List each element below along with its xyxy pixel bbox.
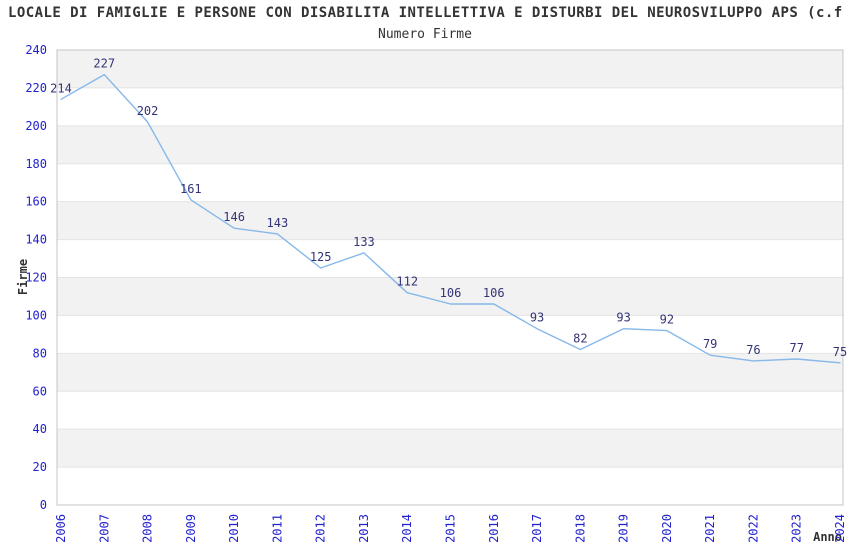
data-point-label: 93 bbox=[530, 311, 544, 325]
y-tick-label: 0 bbox=[40, 498, 47, 512]
y-tick-label: 200 bbox=[25, 119, 47, 133]
x-tick-label: 2022 bbox=[746, 514, 760, 543]
x-tick-label: 2007 bbox=[97, 514, 111, 543]
plot-band bbox=[57, 125, 843, 164]
data-line bbox=[60, 73, 841, 364]
data-point-label: 214 bbox=[50, 81, 72, 95]
x-tick-label: 2009 bbox=[184, 514, 198, 543]
plot-band bbox=[57, 429, 843, 468]
data-point-label: 82 bbox=[573, 332, 587, 346]
data-point-label: 146 bbox=[223, 210, 245, 224]
y-tick-label: 80 bbox=[33, 346, 47, 360]
data-point-label: 202 bbox=[137, 104, 159, 118]
plot-band bbox=[57, 277, 843, 316]
x-tick-label: 2016 bbox=[487, 514, 501, 543]
y-tick-label: 220 bbox=[25, 81, 47, 95]
data-point-label: 125 bbox=[310, 250, 332, 264]
plot-border bbox=[56, 49, 844, 506]
data-point-label: 133 bbox=[353, 235, 375, 249]
chart-title: LOCALE DI FAMIGLIE E PERSONE CON DISABIL… bbox=[8, 5, 843, 21]
data-point-label: 161 bbox=[180, 182, 202, 196]
x-tick-label: 2020 bbox=[660, 514, 674, 543]
y-tick-label: 120 bbox=[25, 271, 47, 285]
x-tick-label: 2015 bbox=[444, 514, 458, 543]
data-point-label: 93 bbox=[616, 311, 630, 325]
x-tick-label: 2011 bbox=[270, 514, 284, 543]
data-point-label: 77 bbox=[789, 341, 803, 355]
plot-band bbox=[57, 201, 843, 240]
plot-band bbox=[57, 50, 843, 88]
x-tick-label: 2023 bbox=[790, 514, 804, 543]
x-tick-label: 2024 bbox=[833, 514, 847, 543]
data-point-label: 106 bbox=[440, 286, 462, 300]
x-axis-title: Anno bbox=[813, 530, 842, 544]
x-tick-label: 2014 bbox=[400, 514, 414, 543]
x-tick-label: 2017 bbox=[530, 514, 544, 543]
y-tick-label: 60 bbox=[33, 384, 47, 398]
y-tick-label: 160 bbox=[25, 195, 47, 209]
data-point-label: 79 bbox=[703, 337, 717, 351]
y-tick-label: 180 bbox=[25, 157, 47, 171]
x-tick-label: 2019 bbox=[617, 514, 631, 543]
x-tick-label: 2021 bbox=[703, 514, 717, 543]
data-point-label: 227 bbox=[93, 57, 115, 71]
x-tick-label: 2010 bbox=[227, 514, 241, 543]
x-tick-label: 2008 bbox=[141, 514, 155, 543]
y-tick-label: 140 bbox=[25, 233, 47, 247]
data-point-label: 106 bbox=[483, 286, 505, 300]
data-point-label: 92 bbox=[660, 313, 674, 327]
y-tick-label: 240 bbox=[25, 43, 47, 57]
x-tick-label: 2012 bbox=[314, 514, 328, 543]
x-tick-label: 2018 bbox=[573, 514, 587, 543]
chart-subtitle: Numero Firme bbox=[378, 27, 472, 42]
x-tick-label: 2013 bbox=[357, 514, 371, 543]
data-point-label: 75 bbox=[833, 345, 847, 359]
y-tick-label: 20 bbox=[33, 460, 47, 474]
plot-band bbox=[57, 353, 843, 392]
data-point-label: 112 bbox=[396, 275, 418, 289]
data-point-label: 143 bbox=[267, 216, 289, 230]
data-point-label: 76 bbox=[746, 343, 760, 357]
x-tick-label: 2006 bbox=[54, 514, 68, 543]
y-tick-label: 100 bbox=[25, 308, 47, 322]
y-tick-label: 40 bbox=[33, 422, 47, 436]
